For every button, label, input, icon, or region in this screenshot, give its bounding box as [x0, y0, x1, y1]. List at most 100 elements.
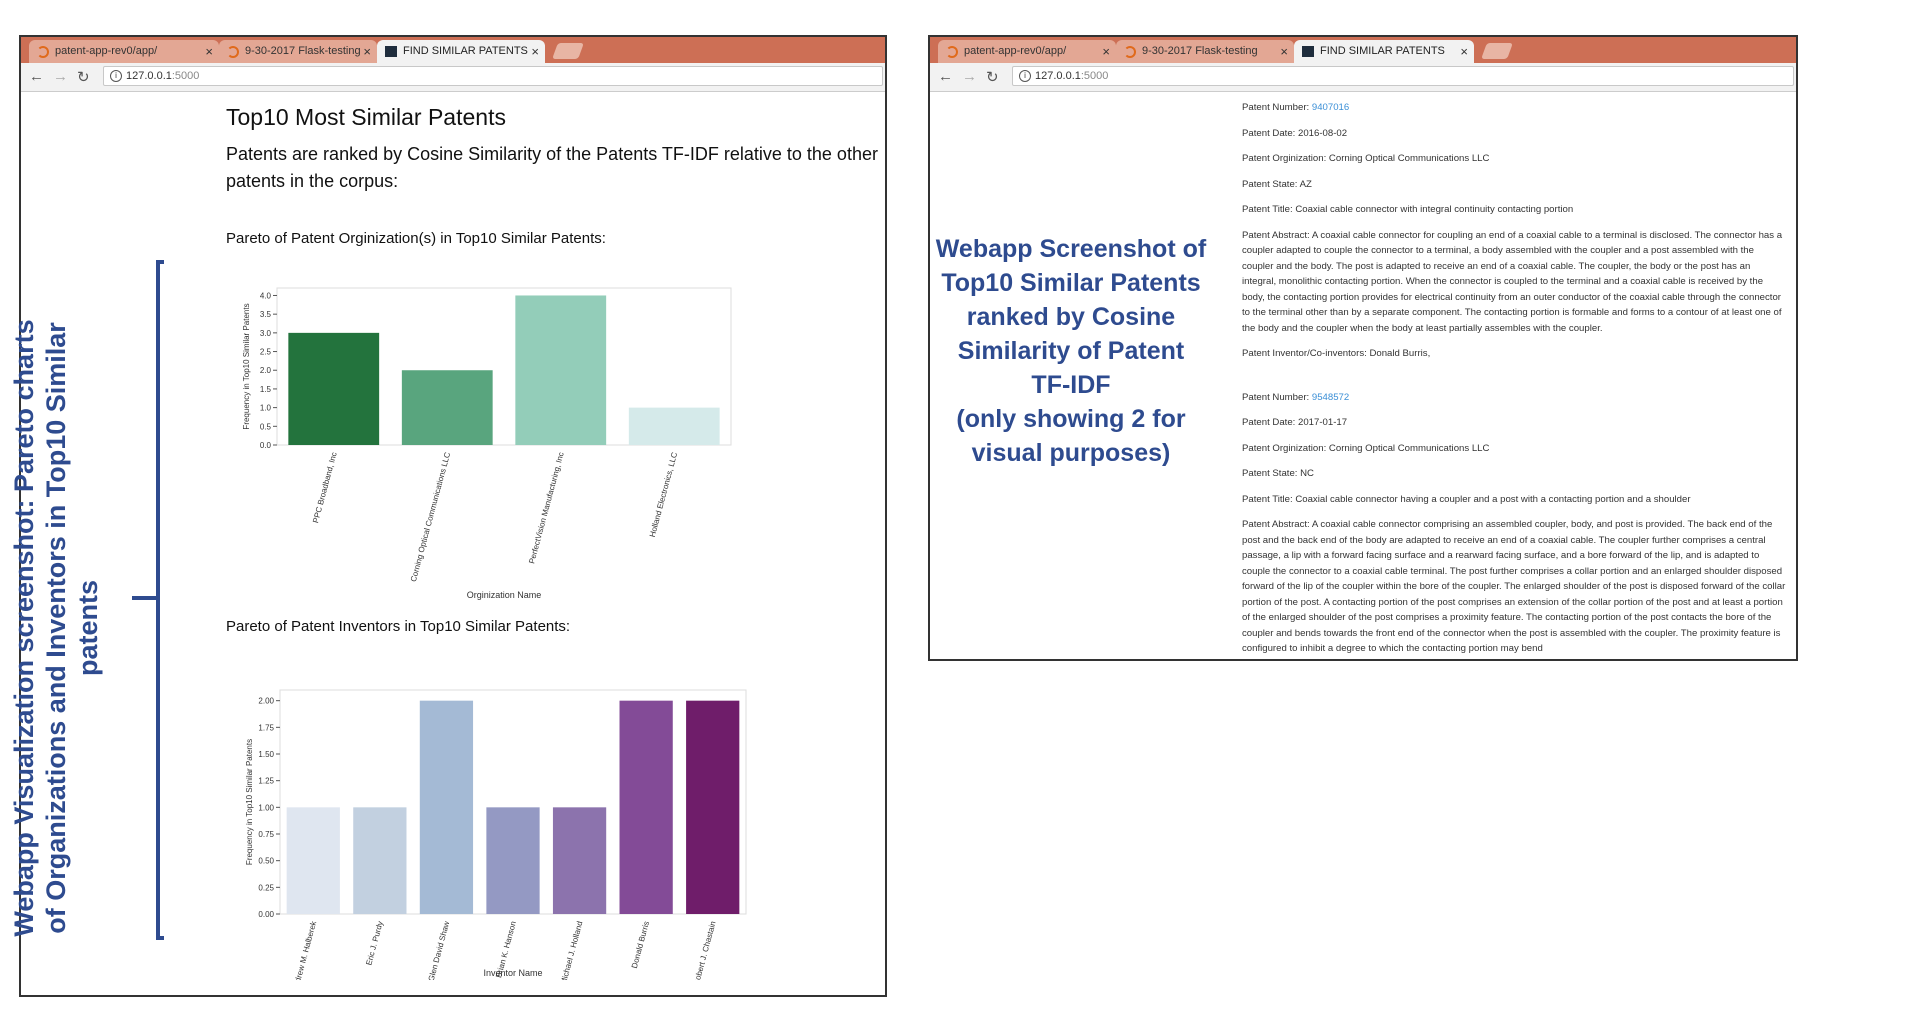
y-axis-label: Frequency in Top10 Similar Patents	[245, 739, 254, 865]
terminal-icon	[385, 46, 397, 57]
bar	[515, 295, 606, 445]
x-tick-label: Glen David Shaw	[427, 920, 452, 980]
chart-svg: 0.00 0.25 0.50 0.75 1.00 1.25 1.50 1.75 2.00 Freq…	[217, 650, 757, 980]
patent-date: Patent Date: 2016-08-02	[1242, 126, 1787, 142]
visualization-annotation: Webapp Visualization screenshot: Pareto …	[8, 318, 104, 938]
close-icon[interactable]: ×	[363, 40, 371, 63]
y-tick-label: 1.00	[258, 803, 274, 812]
bar	[287, 807, 340, 914]
y-tick-label: 2.5	[260, 348, 272, 357]
reload-icon[interactable]: ↻	[986, 68, 999, 86]
patent-number-label: Patent Number:	[1242, 392, 1312, 403]
x-tick-label: Eric J. Purdy	[364, 920, 384, 966]
bar	[629, 408, 720, 445]
tab-patent-app[interactable]: patent-app-rev0/app/ ×	[938, 40, 1116, 63]
patent-inventors: Patent Inventor/Co-inventors: Donald Bur…	[1242, 346, 1787, 362]
x-tick-label: Robert J. Chastain	[692, 920, 718, 980]
tab-strip: patent-app-rev0/app/ × 9-30-2017 Flask-t…	[21, 37, 885, 63]
close-icon[interactable]: ×	[1280, 40, 1288, 63]
address-bar: ← → ↻ i 127.0.0.1:5000	[930, 63, 1796, 92]
x-tick-label: Andrew M. Halberek	[291, 919, 319, 980]
info-icon[interactable]: i	[1019, 70, 1031, 82]
url-input[interactable]: i 127.0.0.1:5000	[1012, 66, 1794, 86]
tab-label: FIND SIMILAR PATENTS	[1320, 40, 1466, 63]
url-host: 127.0.0.1	[126, 70, 172, 82]
tab-find-similar-patents[interactable]: FIND SIMILAR PATENTS ×	[377, 40, 545, 63]
info-icon[interactable]: i	[110, 70, 122, 82]
annotation-line: ranked by Cosine	[930, 300, 1212, 334]
bar	[620, 701, 673, 914]
back-icon[interactable]: ←	[938, 68, 953, 85]
bracket-path	[132, 262, 164, 938]
annotation-line: Top10 Similar Patents	[930, 266, 1212, 300]
tab-patent-app[interactable]: patent-app-rev0/app/ ×	[29, 40, 219, 63]
y-tick-label: 1.0	[260, 404, 272, 413]
patent-state: Patent State: NC	[1242, 466, 1787, 482]
bar	[553, 807, 606, 914]
url-input[interactable]: i 127.0.0.1:5000	[103, 66, 883, 86]
chart-svg: 0.00.51.01.52.02.53.03.54.0Frequency in …	[217, 262, 737, 602]
tab-flask-testing[interactable]: 9-30-2017 Flask-testing ×	[1116, 40, 1294, 63]
tab-label: patent-app-rev0/app/	[964, 40, 1108, 63]
forward-icon[interactable]: →	[962, 68, 977, 85]
y-tick-label: 0.75	[258, 830, 274, 839]
annotation-line: Similarity of Patent	[930, 334, 1212, 368]
patent-abstract: Patent Abstract: A coaxial cable connect…	[1242, 517, 1787, 657]
reload-icon[interactable]: ↻	[77, 68, 90, 86]
close-icon[interactable]: ×	[1102, 40, 1110, 63]
inventor-pareto-chart: 0.00 0.25 0.50 0.75 1.00 1.25 1.50 1.75 2.00 Freq…	[217, 650, 757, 985]
patent-organization: Patent Orginization: Corning Optical Com…	[1242, 441, 1787, 457]
back-icon[interactable]: ←	[29, 68, 44, 85]
terminal-icon	[1302, 46, 1314, 57]
y-tick-label: 0.00	[258, 910, 274, 919]
y-tick-label: 1.50	[258, 750, 274, 759]
patent-organization: Patent Orginization: Corning Optical Com…	[1242, 151, 1787, 167]
annotation-line: Webapp Screenshot of	[930, 232, 1212, 266]
annotation-line: TF-IDF	[930, 368, 1212, 402]
url-host: 127.0.0.1	[1035, 70, 1081, 82]
page-title: Top10 Most Similar Patents	[226, 104, 506, 131]
patent-number-link[interactable]: 9407016	[1312, 102, 1349, 113]
y-tick-label: 1.25	[258, 777, 274, 786]
patent-state: Patent State: AZ	[1242, 177, 1787, 193]
forward-icon[interactable]: →	[53, 68, 68, 85]
close-icon[interactable]: ×	[205, 40, 213, 63]
bar	[288, 333, 379, 445]
new-tab-button[interactable]	[1481, 43, 1513, 59]
y-tick-label: 4.0	[260, 291, 272, 300]
jupyter-icon	[227, 46, 239, 58]
y-tick-label: 3.5	[260, 310, 272, 319]
address-bar: ← → ↻ i 127.0.0.1:5000	[21, 63, 885, 92]
tab-label: 9-30-2017 Flask-testing	[245, 40, 369, 63]
patent-list: Patent Number: 9407016 Patent Date: 2016…	[1242, 100, 1787, 661]
y-tick-label: 2.00	[258, 697, 274, 706]
page-lead-text: Patents are ranked by Cosine Similarity …	[226, 141, 886, 195]
y-tick-label: 1.5	[260, 385, 272, 394]
y-tick-label: 0.0	[260, 441, 272, 450]
close-icon[interactable]: ×	[531, 40, 539, 63]
y-tick-label: 0.50	[258, 857, 274, 866]
annotation-line: visual purposes)	[930, 436, 1212, 470]
close-icon[interactable]: ×	[1460, 40, 1468, 63]
tab-flask-testing[interactable]: 9-30-2017 Flask-testing ×	[219, 40, 377, 63]
y-tick-label: 1.75	[258, 723, 274, 732]
y-tick-label: 2.0	[260, 366, 272, 375]
tab-label: patent-app-rev0/app/	[55, 40, 211, 63]
org-pareto-chart: 0.00.51.01.52.02.53.03.54.0Frequency in …	[217, 262, 737, 607]
annotation-bracket	[128, 260, 168, 940]
bar	[420, 701, 473, 914]
jupyter-icon	[1124, 46, 1136, 58]
inventor-chart-heading: Pareto of Patent Inventors in Top10 Simi…	[226, 618, 570, 635]
patent-number-link[interactable]: 9548572	[1312, 392, 1349, 403]
x-axis-label: Inventor Name	[483, 968, 542, 978]
x-tick-label: PerfectVision Manufacturing, Inc	[527, 451, 565, 564]
x-tick-label: Michael J. Holland	[559, 920, 585, 980]
bar	[353, 807, 406, 914]
patent-number-label: Patent Number:	[1242, 102, 1312, 113]
jupyter-icon	[946, 46, 958, 58]
new-tab-button[interactable]	[552, 43, 584, 59]
y-tick-label: 0.25	[258, 883, 274, 892]
tab-find-similar-patents[interactable]: FIND SIMILAR PATENTS ×	[1294, 40, 1474, 63]
y-tick-label: 3.0	[260, 329, 272, 338]
bar	[686, 701, 739, 914]
